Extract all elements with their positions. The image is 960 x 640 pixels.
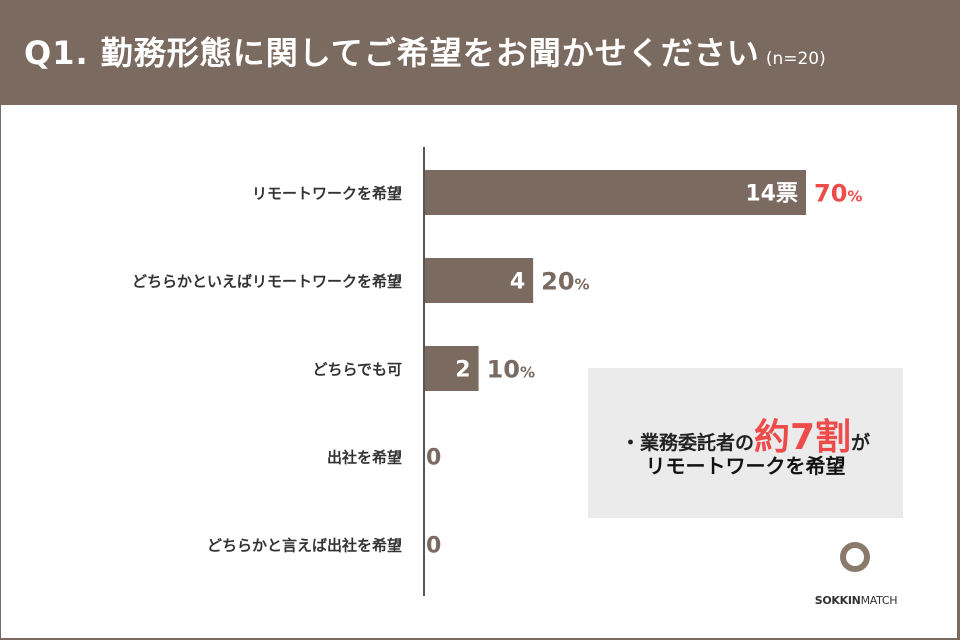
bar <box>424 346 479 391</box>
logo-ring-icon <box>840 542 870 572</box>
category-label: どちらでも可 <box>312 361 402 379</box>
bar <box>424 170 806 215</box>
count-label: 0 <box>426 446 441 471</box>
title-text: Q1. 勤務形態に関してご希望をお聞かせください <box>24 34 760 72</box>
percent-label: 20% <box>541 268 589 296</box>
logo-match: MATCH <box>860 594 898 607</box>
count-label: 4 <box>510 270 525 295</box>
percent-unit: % <box>847 188 862 206</box>
category-label: 出社を希望 <box>327 449 402 467</box>
callout-suffix: が <box>851 432 871 454</box>
count-label: 2 <box>455 358 470 383</box>
category-label: どちらかといえばリモートワークを希望 <box>132 273 402 291</box>
sample-size: (n=20) <box>765 49 826 69</box>
callout-line2: リモートワークを希望 <box>645 454 846 478</box>
percent-unit: % <box>575 276 590 294</box>
header-bar: Q1. 勤務形態に関してご希望をお聞かせください (n=20) <box>0 0 960 105</box>
logo: SOKKINMATCH <box>806 540 906 620</box>
percent-unit: % <box>520 364 535 382</box>
count-label: 0 <box>426 534 441 559</box>
percent-label: 70% <box>814 180 862 208</box>
category-label: リモートワークを希望 <box>252 185 402 203</box>
count-label: 14票 <box>745 182 798 207</box>
callout-prefix: ・業務委託者の <box>620 432 754 454</box>
bar <box>424 258 534 303</box>
summary-callout: ・業務委託者の約7割が リモートワークを希望 <box>588 368 903 518</box>
callout-emphasis: 約7割 <box>753 417 852 458</box>
logo-sokkin: SOKKIN <box>814 594 861 607</box>
callout-line1: ・業務委託者の約7割が <box>588 408 903 460</box>
logo-text: SOKKINMATCH <box>806 594 906 607</box>
category-label: どちらかと言えば出社を希望 <box>207 537 402 555</box>
percent-label: 10% <box>487 356 535 384</box>
page-title: Q1. 勤務形態に関してご希望をお聞かせください (n=20) <box>24 28 826 74</box>
